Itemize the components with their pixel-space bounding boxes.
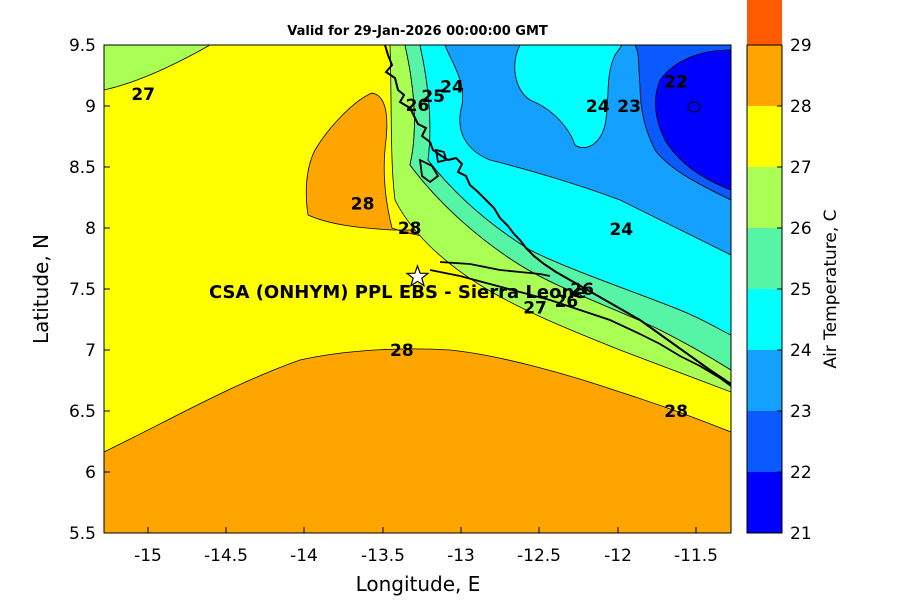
temperature-fill [104, 45, 731, 533]
site-marker [405, 263, 430, 288]
contour-label: 26 [570, 280, 594, 300]
x-tick-label: -14.5 [204, 546, 248, 566]
band-21-22 [655, 49, 731, 191]
star-icon [405, 263, 430, 288]
y-tick-label: 7 [85, 341, 96, 361]
colorbar-swatch [747, 411, 782, 472]
colorbar: 21 22 23 24 25 26 27 28 29 [746, 0, 812, 544]
band-26-27-topleft [104, 45, 211, 91]
contour-label: 26 [406, 96, 430, 116]
y-tick-label: 8 [85, 219, 96, 239]
colorbar-swatch [747, 0, 782, 45]
contour-label: 27 [523, 298, 547, 318]
x-tick-label: -11.5 [674, 546, 718, 566]
coastline [384, 45, 731, 385]
colorbar-tick-label: 28 [790, 97, 812, 117]
contour-label: 28 [390, 341, 414, 361]
colorbar-swatch [747, 106, 782, 167]
x-tick-label: -12.5 [517, 546, 561, 566]
colorbar-tick-label: 29 [790, 36, 812, 56]
colorbar-tick-label: 24 [790, 341, 812, 361]
colorbar-swatch [747, 228, 782, 289]
colorbar-tick-label: 25 [790, 280, 812, 300]
y-axis-label: Latitude, N [29, 234, 53, 344]
y-tick-label: 8.5 [69, 158, 96, 178]
y-tick-label: 5.5 [69, 524, 96, 544]
y-tick-label: 7.5 [69, 280, 96, 300]
y-axis-ticks [104, 44, 110, 534]
contour-label: 27 [131, 85, 155, 105]
coastline-islands [418, 148, 551, 277]
x-axis-label: Longitude, E [356, 572, 481, 596]
plot-title: Valid for 29-Jan-2026 00:00:00 GMT [287, 24, 548, 39]
site-label: CSA (ONHYM) PPL EBS - Sierra Leone [209, 282, 586, 303]
y-tick-label: 9.5 [69, 36, 96, 56]
y-tick-label: 6.5 [69, 402, 96, 422]
colorbar-swatch [747, 167, 782, 228]
coastline-south [429, 269, 731, 387]
colorbar-swatch [747, 350, 782, 411]
colorbar-tick-label: 26 [790, 219, 812, 239]
colorbar-tick-label: 21 [790, 524, 812, 544]
x-tick-label: -14 [290, 546, 318, 566]
contour-label: 24 [586, 97, 610, 117]
x-tick-label: -15 [134, 546, 162, 566]
contour-label: 26 [555, 292, 579, 312]
contour-label: 25 [421, 87, 445, 107]
contour-label: 28 [398, 219, 422, 239]
colorbar-label: Air Temperature, C [821, 209, 841, 368]
contour-label: 22 [664, 73, 688, 93]
contour-label: 28 [664, 402, 688, 422]
colorbar-swatch [747, 289, 782, 350]
contour-label: 28 [351, 195, 375, 215]
x-tick-label: -13.5 [361, 546, 405, 566]
x-axis-ticks [147, 527, 697, 533]
x-tick-label: -12 [604, 546, 632, 566]
contour-label: 23 [617, 97, 641, 117]
y-tick-label: 9 [85, 97, 96, 117]
colorbar-tick-label: 22 [790, 463, 812, 483]
contour-label: 24 [609, 220, 633, 240]
colorbar-swatch [747, 472, 782, 533]
contour-label: 24 [440, 77, 464, 97]
colorbar-tick-label: 27 [790, 158, 812, 178]
y-tick-label: 6 [85, 463, 96, 483]
contour-ring-22 [687, 101, 701, 113]
band-28-29-south [104, 348, 731, 533]
x-tick-label: -13 [447, 546, 475, 566]
colorbar-tick-label: 23 [790, 402, 812, 422]
colorbar-swatch [747, 45, 782, 106]
